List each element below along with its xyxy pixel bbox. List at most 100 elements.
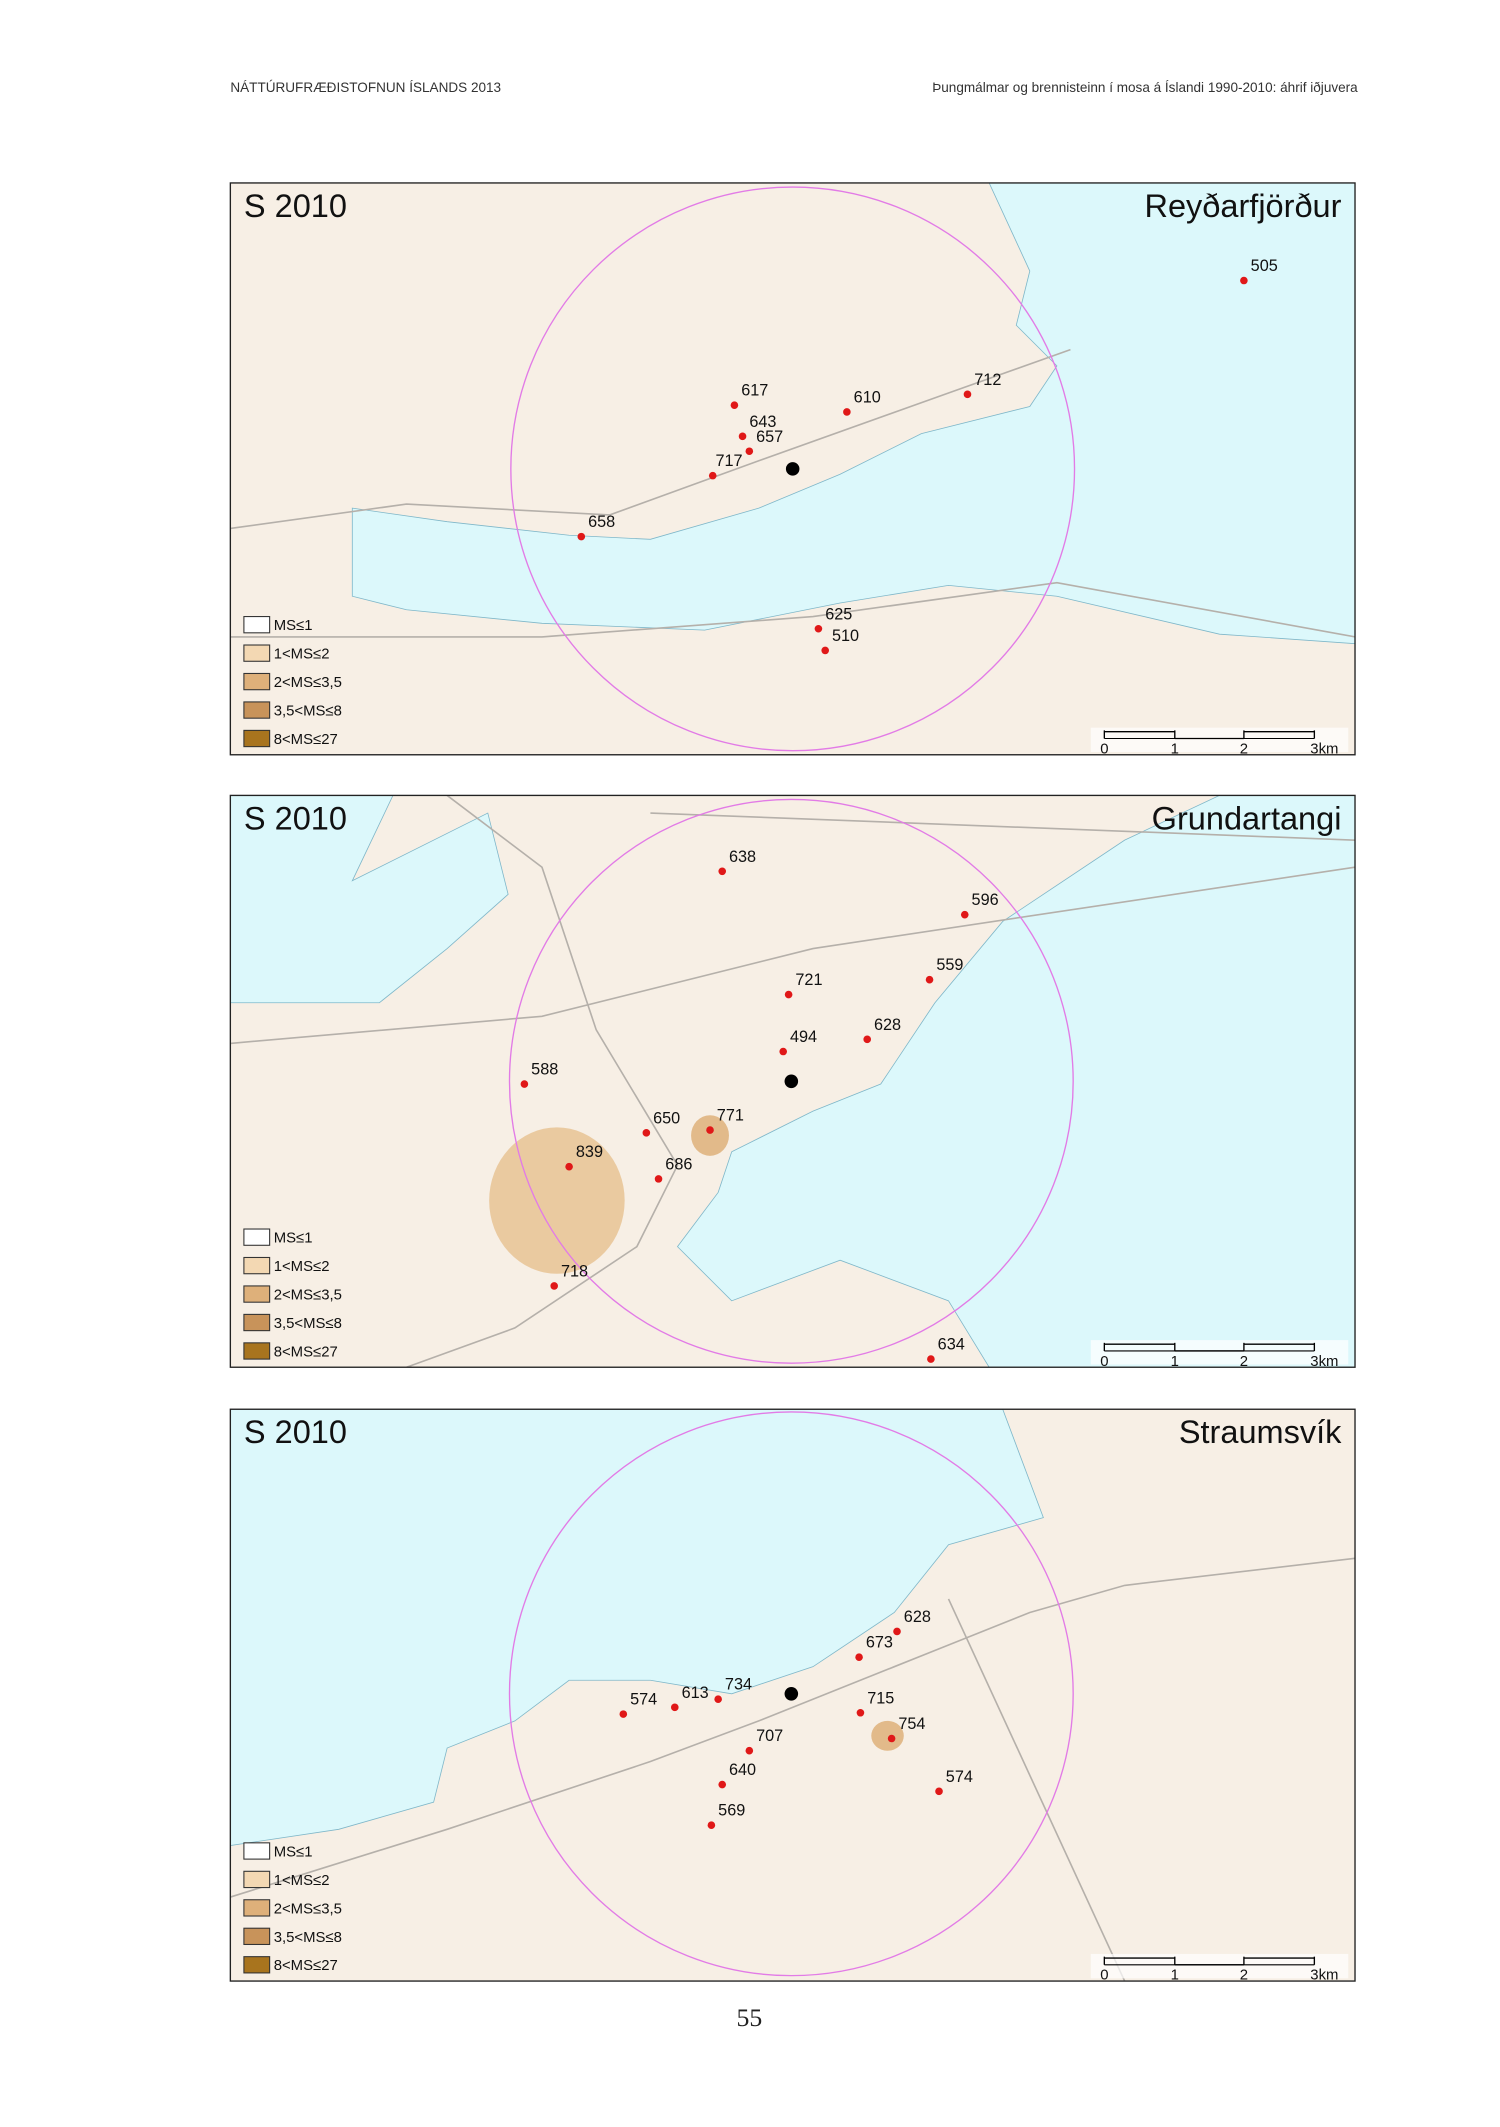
- sample-label: 643: [749, 413, 776, 431]
- legend-label: 8<MS≤27: [274, 1344, 338, 1360]
- map-place: Straumsvík: [1179, 1414, 1342, 1450]
- sample-point: [714, 1695, 722, 1704]
- sample-point: [718, 1780, 727, 1789]
- legend-swatch: [243, 616, 271, 634]
- sample-point: [855, 1653, 863, 1661]
- legend-swatch: [243, 672, 271, 691]
- sample-label: 625: [825, 605, 852, 623]
- road: [230, 866, 1356, 1045]
- sample-point: [893, 1627, 901, 1636]
- smelter: [784, 1687, 799, 1701]
- legend-swatch: [243, 729, 271, 748]
- legend-swatch: [243, 644, 271, 662]
- sample-point: [856, 1708, 865, 1717]
- scale-label: 0: [1100, 741, 1108, 757]
- legend-swatch: [243, 1313, 271, 1332]
- sample-label: 494: [790, 1028, 817, 1046]
- sample-label: 717: [715, 452, 742, 470]
- sample-point: [642, 1129, 651, 1137]
- legend-label: MS≤1: [274, 1231, 313, 1247]
- radius-circle: [510, 186, 1076, 752]
- scale-label: 2: [1240, 1354, 1248, 1370]
- sample-label: 628: [874, 1016, 901, 1034]
- header-right: Þungmálmar og brennisteinn í mosa á Ísla…: [932, 80, 1358, 95]
- legend-swatch: [243, 1899, 271, 1917]
- water: [230, 795, 509, 1004]
- page-number: 55: [736, 2003, 762, 2032]
- legend-label: 8<MS≤27: [274, 1958, 338, 1974]
- sample-label: 610: [854, 388, 881, 406]
- map-frame: [229, 182, 1356, 756]
- sample-label: 686: [665, 1155, 692, 1173]
- sample-point: [821, 646, 829, 655]
- legend-label: MS≤1: [274, 1844, 313, 1860]
- sample-label: 574: [630, 1691, 657, 1709]
- sample-label: 617: [741, 382, 768, 400]
- sample-point: [619, 1710, 628, 1718]
- sample-point: [843, 408, 851, 416]
- map-frame: [229, 794, 1356, 1368]
- sample-point: [565, 1162, 573, 1171]
- scale-label: 3km: [1310, 1968, 1338, 1984]
- sample-point: [963, 390, 972, 399]
- sample-label: 657: [756, 428, 783, 446]
- legend-swatch: [243, 1842, 271, 1860]
- map-title: S 2010: [244, 188, 347, 224]
- sample-label: 673: [866, 1634, 893, 1652]
- sample-point: [1240, 276, 1248, 285]
- scale-label: 1: [1171, 1354, 1179, 1370]
- legend-label: MS≤1: [274, 618, 313, 634]
- smelter: [785, 462, 800, 476]
- sample-label: 559: [936, 956, 963, 974]
- legend-label: 1<MS≤2: [274, 1259, 330, 1275]
- sample-point: [814, 624, 823, 633]
- water: [676, 795, 1356, 1368]
- sample-label: 628: [904, 1608, 931, 1626]
- sample-label: 754: [898, 1715, 925, 1733]
- legend-swatch: [243, 1285, 271, 1303]
- legend-label: 1<MS≤2: [274, 647, 330, 663]
- sample-point: [784, 990, 793, 999]
- legend-label: 1<MS≤2: [274, 1873, 330, 1889]
- map-title: S 2010: [244, 1414, 347, 1450]
- sample-point: [550, 1282, 558, 1290]
- sample-label: 839: [576, 1143, 603, 1161]
- scale-label: 0: [1100, 1968, 1108, 1984]
- sample-point: [935, 1787, 943, 1796]
- sample-point: [927, 1355, 935, 1363]
- sample-label: 505: [1251, 257, 1278, 275]
- sample-point: [887, 1734, 896, 1743]
- legend-label: 2<MS≤3,5: [274, 1287, 342, 1303]
- sample-point: [706, 1126, 714, 1134]
- sample-label: 734: [725, 1676, 752, 1694]
- sample-point: [708, 471, 717, 480]
- scale-label: 2: [1240, 741, 1248, 757]
- road: [230, 348, 1071, 530]
- sample-label: 715: [867, 1689, 894, 1707]
- map-body: 638 596 559 721 494 628 588 650 771 839 686 718 634: [230, 795, 1356, 1368]
- smelter: [784, 1074, 799, 1089]
- water: [351, 182, 1356, 645]
- scale-label: 0: [1100, 1354, 1108, 1370]
- legend-label: 2<MS≤3,5: [274, 675, 342, 691]
- scale-label: 1: [1171, 1968, 1179, 1984]
- sample-point: [863, 1035, 872, 1044]
- deposition-area: [691, 1115, 729, 1156]
- legend-swatch: [243, 1956, 271, 1974]
- scale-label: 3km: [1310, 741, 1338, 757]
- sample-point: [738, 432, 747, 441]
- sample-label: 510: [832, 627, 859, 645]
- map-place: Grundartangi: [1152, 800, 1342, 836]
- legend-label: 8<MS≤27: [274, 732, 338, 748]
- map: 638 596 559 721 494 628 588 650 771 839 686 718 634 S…: [229, 794, 1356, 1370]
- scale-label: 1: [1171, 741, 1179, 757]
- legend-swatch: [243, 1256, 271, 1275]
- sample-label: 638: [729, 848, 756, 866]
- road: [406, 795, 679, 1368]
- scale-label: 2: [1240, 1968, 1248, 1984]
- sample-label: 569: [718, 1802, 745, 1820]
- sample-point: [671, 1703, 679, 1712]
- sample-label: 718: [561, 1262, 588, 1280]
